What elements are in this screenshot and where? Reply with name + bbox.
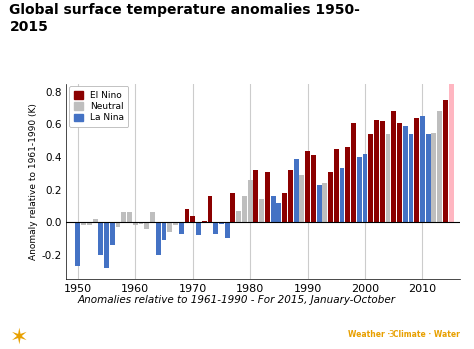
Bar (179, 222, 183, 233)
Bar (282, 193, 287, 222)
Text: 3: 3 (389, 330, 394, 339)
Bar (219, 222, 224, 224)
Bar (75, 222, 80, 266)
Bar (409, 134, 413, 222)
Bar (236, 211, 241, 222)
Bar (138, 222, 144, 224)
Y-axis label: Anomaly relative to 1961-1990 (K): Anomaly relative to 1961-1990 (K) (29, 103, 38, 260)
Bar (414, 118, 419, 222)
Text: Anomalies relative to 1961-1990 - For 2015, January-October: Anomalies relative to 1961-1990 - For 20… (78, 295, 396, 305)
Bar (368, 134, 373, 222)
Bar (403, 126, 408, 222)
Bar (127, 213, 132, 222)
Bar (99, 222, 103, 255)
Bar (339, 169, 345, 222)
Bar (322, 183, 327, 222)
Bar (449, 76, 454, 222)
Bar (156, 222, 161, 255)
Bar (184, 209, 190, 222)
Bar (420, 116, 425, 222)
Bar (426, 134, 431, 222)
Bar (363, 154, 367, 222)
Bar (190, 216, 195, 222)
Text: Global surface temperature anomalies 1950-
2015: Global surface temperature anomalies 195… (9, 3, 360, 34)
Text: ✶: ✶ (9, 327, 28, 347)
Bar (173, 222, 178, 225)
Bar (294, 159, 299, 222)
Bar (305, 150, 310, 222)
Bar (213, 222, 218, 233)
Bar (121, 213, 126, 222)
Bar (104, 222, 109, 268)
Bar (374, 120, 379, 222)
Bar (311, 155, 316, 222)
Bar (81, 222, 86, 225)
Bar (196, 222, 201, 235)
Bar (92, 219, 98, 222)
Bar (443, 100, 448, 222)
Bar (397, 123, 402, 222)
Bar (346, 147, 350, 222)
Legend: El Nino, Neutral, La Nina: El Nino, Neutral, La Nina (69, 87, 128, 127)
Bar (392, 111, 396, 222)
Bar (288, 170, 293, 222)
Bar (431, 133, 437, 222)
Bar (437, 111, 442, 222)
Text: Weather · Climate · Water: Weather · Climate · Water (348, 330, 460, 339)
Bar (242, 196, 247, 222)
Bar (328, 172, 333, 222)
Bar (317, 185, 321, 222)
Bar (265, 172, 270, 222)
Bar (380, 121, 385, 222)
Bar (259, 199, 264, 222)
Bar (167, 222, 172, 232)
Bar (144, 222, 149, 229)
Bar (271, 196, 275, 222)
Bar (133, 222, 138, 225)
Bar (385, 134, 391, 222)
Bar (116, 222, 120, 227)
Bar (248, 180, 253, 222)
Bar (276, 203, 281, 222)
Bar (357, 157, 362, 222)
Bar (230, 193, 236, 222)
Bar (87, 222, 92, 225)
Bar (208, 196, 212, 222)
Bar (150, 213, 155, 222)
Bar (334, 149, 339, 222)
Bar (300, 175, 304, 222)
Bar (254, 170, 258, 222)
Bar (351, 123, 356, 222)
Bar (162, 222, 166, 240)
Bar (110, 222, 115, 245)
Bar (202, 221, 207, 222)
Bar (225, 222, 229, 238)
